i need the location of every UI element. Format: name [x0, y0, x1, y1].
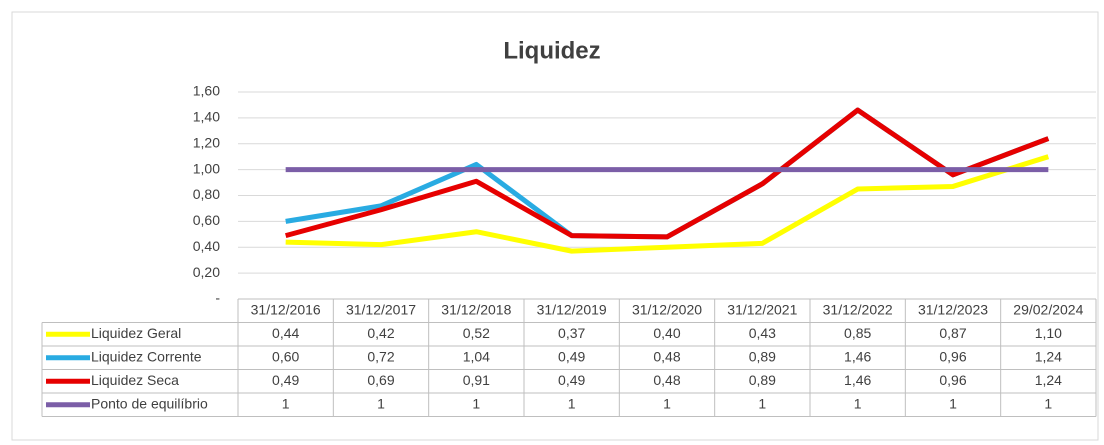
y-tick-label: 1,40 — [193, 109, 220, 125]
table-value: 0,89 — [749, 348, 776, 364]
y-tick-label: 1,00 — [193, 160, 220, 176]
x-tick-label: 29/02/2024 — [1013, 301, 1083, 317]
table-value: 0,42 — [367, 325, 394, 341]
table-value: 0,89 — [749, 372, 776, 388]
table-value: 1 — [472, 395, 480, 411]
table-value: 1,24 — [1035, 348, 1062, 364]
y-tick-label: 1,60 — [193, 83, 220, 99]
table-value: 1 — [949, 395, 957, 411]
x-tick-label: 31/12/2018 — [441, 301, 511, 317]
table-value: 0,85 — [844, 325, 871, 341]
y-tick-label: - — [215, 290, 220, 306]
table-value: 0,37 — [558, 325, 585, 341]
table-value: 1,10 — [1035, 325, 1062, 341]
y-tick-label: 1,20 — [193, 134, 220, 150]
table-value: 0,87 — [939, 325, 966, 341]
legend-label: Ponto de equilíbrio — [91, 395, 208, 411]
legend-label: Liquidez Geral — [91, 325, 181, 341]
table-value: 1 — [1044, 395, 1052, 411]
x-tick-label: 31/12/2021 — [727, 301, 797, 317]
table-value: 1 — [758, 395, 766, 411]
table-value: 1 — [282, 395, 290, 411]
table-value: 0,40 — [653, 325, 680, 341]
table-value: 0,96 — [939, 348, 966, 364]
x-tick-label: 31/12/2022 — [823, 301, 893, 317]
table-value: 1,24 — [1035, 372, 1062, 388]
table-value: 0,91 — [463, 372, 490, 388]
table-value: 1 — [854, 395, 862, 411]
series-line — [285, 107, 1050, 240]
table-value: 1 — [663, 395, 671, 411]
table-value: 1,46 — [844, 372, 871, 388]
series-line — [285, 154, 1050, 254]
table-value: 0,60 — [272, 348, 299, 364]
table-value: 1 — [377, 395, 385, 411]
table-value: 0,72 — [367, 348, 394, 364]
table-value: 0,49 — [558, 372, 585, 388]
table-value: 0,52 — [463, 325, 490, 341]
table-value: 0,96 — [939, 372, 966, 388]
x-tick-label: 31/12/2017 — [346, 301, 416, 317]
table-value: 0,49 — [558, 348, 585, 364]
y-tick-label: 0,20 — [193, 264, 220, 280]
table-value: 1 — [568, 395, 576, 411]
x-tick-label: 31/12/2019 — [537, 301, 607, 317]
chart-title: Liquidez — [503, 37, 600, 64]
table-value: 0,48 — [653, 348, 680, 364]
table-value: 1,04 — [463, 348, 490, 364]
table-value: 0,44 — [272, 325, 299, 341]
table-value: 0,43 — [749, 325, 776, 341]
y-tick-label: 0,80 — [193, 186, 220, 202]
y-tick-label: 0,60 — [193, 212, 220, 228]
legend-label: Liquidez Seca — [91, 372, 179, 388]
x-tick-label: 31/12/2023 — [918, 301, 988, 317]
table-value: 0,48 — [653, 372, 680, 388]
legend-label: Liquidez Corrente — [91, 348, 202, 364]
table-value: 0,49 — [272, 372, 299, 388]
table-value: 1,46 — [844, 348, 871, 364]
x-tick-label: 31/12/2016 — [251, 301, 321, 317]
x-tick-label: 31/12/2020 — [632, 301, 702, 317]
y-tick-label: 0,40 — [193, 238, 220, 254]
table-value: 0,69 — [367, 372, 394, 388]
